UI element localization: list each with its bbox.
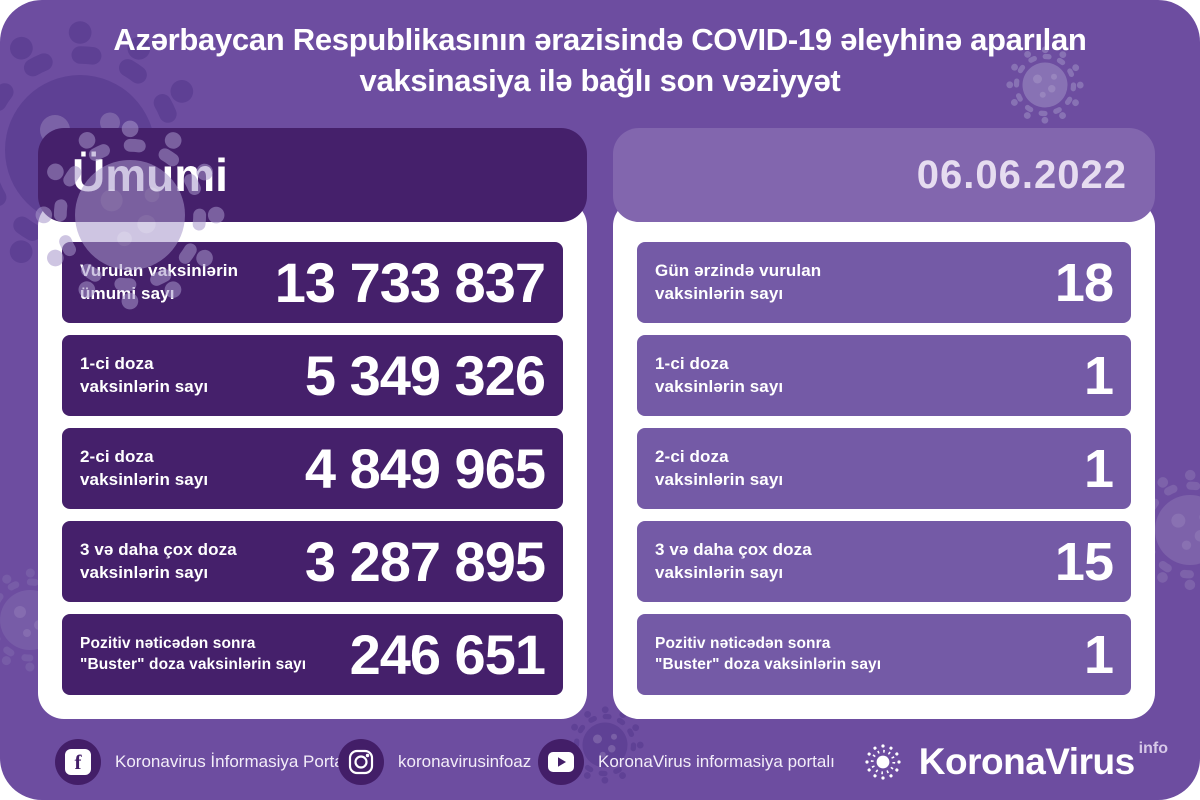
logo-sup: info <box>1138 740 1168 757</box>
stat-value: 1 <box>1083 438 1114 499</box>
stat-value: 246 651 <box>349 623 546 686</box>
stat-row-third-dose: 3 və daha çox doza vaksinlərin sayı 3 28… <box>62 521 563 602</box>
stat-row-daily-first-dose: 1-ci doza vaksinlərin sayı 1 <box>637 335 1131 416</box>
totals-panel: Ümumi Vurulan vaksinlərin ümumi sayı 13 … <box>38 128 587 719</box>
stat-label: Vurulan vaksinlərin ümumi sayı <box>80 261 239 303</box>
stat-label: 3 və daha çox doza vaksinlərin sayı <box>80 540 237 582</box>
youtube-label: KoronaVirus informasiya portalı <box>598 752 835 771</box>
stat-row-daily-third-dose: 3 və daha çox doza vaksinlərin sayı 15 <box>637 521 1131 602</box>
stat-value: 4 849 965 <box>304 437 546 500</box>
instagram-icon <box>338 739 384 785</box>
stat-label: 1-ci doza vaksinlərin sayı <box>80 354 209 396</box>
totals-panel-title: Ümumi <box>72 149 228 201</box>
stat-row-booster-dose: Pozitiv nəticədən sonra "Buster" doza va… <box>62 614 563 695</box>
instagram-label: koronavirusinfoaz <box>398 752 532 771</box>
page-title-line1: Azərbaycan Respublikasının ərazisində CO… <box>113 22 1087 57</box>
stat-label: 1-ci doza vaksinlərin sayı <box>655 354 784 396</box>
youtube-link[interactable]: KoronaVirus informasiya portalı <box>538 739 835 785</box>
stat-label: Gün ərzində vurulan vaksinlərin sayı <box>655 261 822 303</box>
totals-panel-body: Vurulan vaksinlərin ümumi sayı 13 733 83… <box>38 200 587 719</box>
stat-value: 5 349 326 <box>304 344 546 407</box>
virus-logo-icon <box>865 744 901 780</box>
stat-value: 1 <box>1083 345 1114 406</box>
stat-label: Pozitiv nəticədən sonra "Buster" doza va… <box>655 635 882 673</box>
stat-value: 13 733 837 <box>274 251 546 314</box>
stat-value: 3 287 895 <box>304 530 546 593</box>
logo-text: KoronaVirus <box>918 741 1135 782</box>
facebook-icon: f <box>55 739 101 785</box>
facebook-label: Koronavirus İnformasiya Portalı <box>115 752 353 771</box>
stat-value: 15 <box>1054 531 1114 592</box>
stat-row-daily-total: Gün ərzində vurulan vaksinlərin sayı 18 <box>637 242 1131 323</box>
totals-panel-header: Ümumi <box>38 128 587 222</box>
page-title: Azərbaycan Respublikasının ərazisində CO… <box>0 20 1200 102</box>
stat-value: 18 <box>1054 252 1114 313</box>
stat-value: 1 <box>1083 624 1114 685</box>
stat-label: 3 və daha çox doza vaksinlərin sayı <box>655 540 812 582</box>
stat-label: Pozitiv nəticədən sonra "Buster" doza va… <box>80 635 307 673</box>
stat-row-second-dose: 2-ci doza vaksinlərin sayı 4 849 965 <box>62 428 563 509</box>
facebook-link[interactable]: f Koronavirus İnformasiya Portalı <box>55 739 352 785</box>
report-date: 06.06.2022 <box>916 153 1127 197</box>
daily-panel-header: 06.06.2022 <box>613 128 1155 222</box>
stat-label: 2-ci doza vaksinlərin sayı <box>655 447 784 489</box>
stat-row-first-dose: 1-ci doza vaksinlərin sayı 5 349 326 <box>62 335 563 416</box>
koronavirus-info-logo[interactable]: KoronaVirus info <box>859 738 1168 786</box>
stat-row-daily-booster-dose: Pozitiv nəticədən sonra "Buster" doza va… <box>637 614 1131 695</box>
daily-panel-body: Gün ərzində vurulan vaksinlərin sayı 18 … <box>613 200 1155 719</box>
page-title-line2: vaksinasiya ilə bağlı son vəziyyət <box>359 62 841 98</box>
stat-row-total-vaccines: Vurulan vaksinlərin ümumi sayı 13 733 83… <box>62 242 563 323</box>
youtube-icon <box>538 739 584 785</box>
daily-panel: 06.06.2022 Gün ərzində vurulan vaksinlər… <box>613 128 1155 719</box>
footer: f Koronavirus İnformasiya Portalı korona… <box>0 724 1200 800</box>
stat-row-daily-second-dose: 2-ci doza vaksinlərin sayı 1 <box>637 428 1131 509</box>
instagram-link[interactable]: koronavirusinfoaz <box>338 739 531 785</box>
stat-label: 2-ci doza vaksinlərin sayı <box>80 447 209 489</box>
